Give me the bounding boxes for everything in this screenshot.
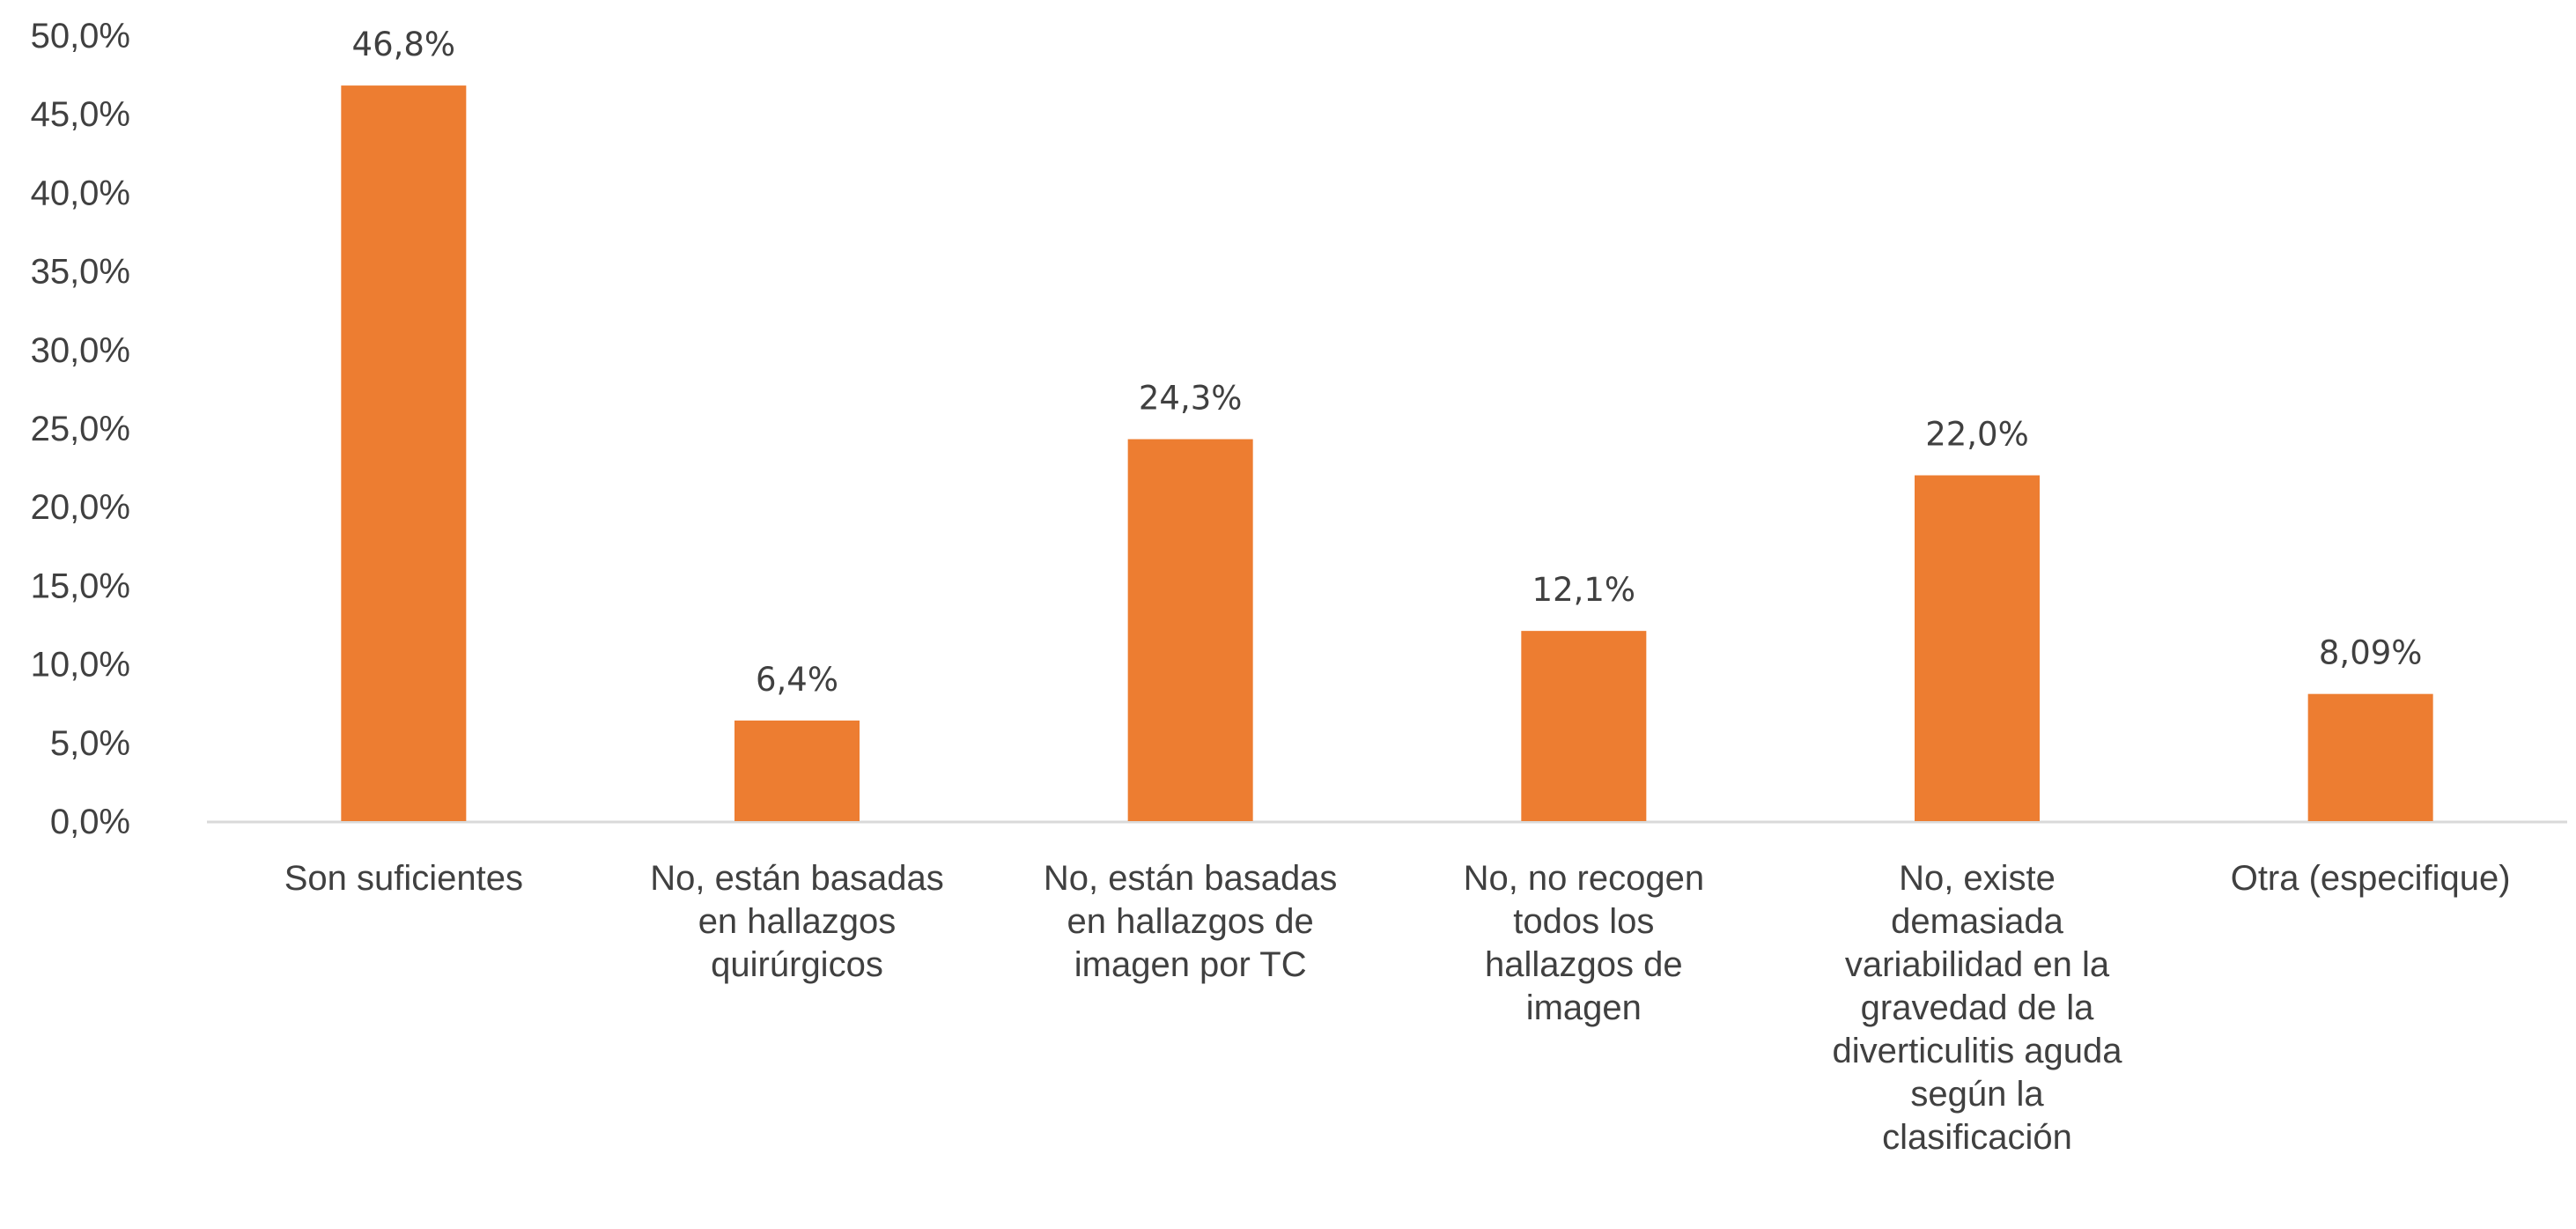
data-labels: 46,8% 6,4% 24,3% 12,1% 22,0% 8,09% [352, 26, 2423, 699]
data-label: 8,09% [2319, 634, 2423, 672]
y-tick-label: 5,0% [50, 724, 130, 763]
y-tick-label: 15,0% [31, 566, 130, 605]
category-label: Son suficientes [284, 859, 523, 898]
bar [1521, 631, 1647, 821]
category-label: No, están basadas en hallazgos quirúrgicos [650, 859, 944, 984]
data-label: 12,1% [1532, 571, 1636, 609]
bar [2307, 693, 2433, 821]
data-label: 24,3% [1139, 379, 1243, 417]
data-label: 46,8% [352, 26, 456, 63]
category-label: No, están basadas en hallazgos de imagen p… [1044, 859, 1338, 984]
data-label: 6,4% [756, 661, 838, 699]
bar [734, 720, 860, 821]
data-label: 22,0% [1925, 416, 2029, 454]
y-tick-label: 30,0% [31, 331, 130, 370]
bar [341, 85, 467, 821]
bar [1127, 439, 1253, 821]
y-tick-label: 35,0% [31, 253, 130, 292]
y-tick-label: 40,0% [31, 174, 130, 212]
y-tick-label: 0,0% [50, 803, 130, 841]
y-axis-ticks: 0,0% 5,0% 10,0% 15,0% 20,0% 25,0% 30,0% 35,0% 40… [31, 17, 130, 841]
category-label: No, existe demasiada variabilidad en la gra… [1832, 859, 2122, 1157]
y-tick-label: 20,0% [31, 488, 130, 527]
bar [1915, 475, 2040, 821]
category-labels: Son suficientes No, están basadas en halla… [284, 859, 2511, 1157]
category-label: No, no recogen todos los hallazgos de image… [1464, 859, 1705, 1027]
y-tick-label: 50,0% [31, 17, 130, 56]
y-tick-label: 45,0% [31, 95, 130, 134]
category-label: Otra (especifique) [2231, 859, 2511, 898]
bars [341, 85, 2433, 821]
y-tick-label: 25,0% [31, 410, 130, 448]
y-tick-label: 10,0% [31, 646, 130, 685]
